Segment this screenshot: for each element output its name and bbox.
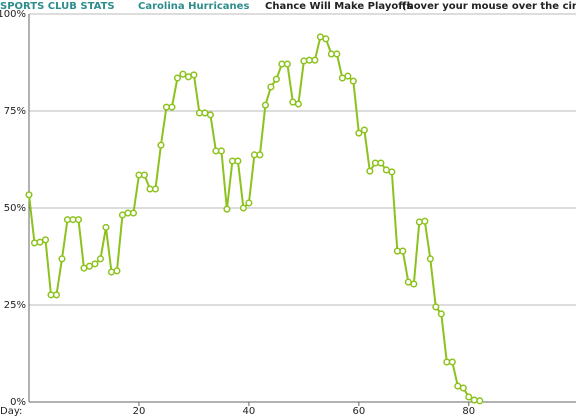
team-name: Carolina Hurricanes <box>138 1 249 12</box>
y-tick-label: 25% <box>4 300 26 311</box>
data-point[interactable] <box>256 151 264 159</box>
data-point[interactable] <box>311 56 319 64</box>
data-point[interactable] <box>74 216 83 224</box>
chart-title: Chance Will Make Playoffs <box>265 1 412 12</box>
data-point[interactable] <box>140 171 148 179</box>
data-point[interactable] <box>355 129 363 137</box>
data-point[interactable] <box>349 77 357 85</box>
data-point[interactable] <box>52 291 61 299</box>
data-point[interactable] <box>151 185 159 193</box>
data-point[interactable] <box>91 260 99 268</box>
data-point[interactable] <box>421 217 429 225</box>
x-tick-label: 20 <box>133 406 146 417</box>
data-point[interactable] <box>300 57 308 65</box>
data-point[interactable] <box>377 159 385 167</box>
data-point[interactable] <box>360 126 368 134</box>
data-point[interactable] <box>465 393 473 401</box>
data-point[interactable] <box>322 35 330 43</box>
data-point[interactable] <box>294 100 302 108</box>
data-point[interactable] <box>41 236 50 244</box>
data-point[interactable] <box>217 147 225 155</box>
data-point[interactable] <box>30 239 39 247</box>
y-tick-label: 50% <box>4 203 26 214</box>
x-tick-label: 80 <box>462 406 475 417</box>
data-point[interactable] <box>245 199 253 207</box>
data-point[interactable] <box>459 384 467 392</box>
y-tick-label: 75% <box>4 106 26 117</box>
data-point[interactable] <box>179 70 187 78</box>
data-point[interactable] <box>415 218 423 226</box>
data-point[interactable] <box>399 247 407 255</box>
y-tick-label: 100% <box>0 9 26 20</box>
data-point[interactable] <box>283 60 291 68</box>
data-point[interactable] <box>107 268 116 276</box>
data-point[interactable] <box>239 204 247 212</box>
data-point[interactable] <box>272 75 280 83</box>
data-point[interactable] <box>437 310 445 318</box>
data-point[interactable] <box>85 262 94 270</box>
data-point[interactable] <box>267 83 275 91</box>
data-point[interactable] <box>102 223 110 231</box>
data-point[interactable] <box>344 72 352 80</box>
data-point[interactable] <box>261 101 269 109</box>
data-point[interactable] <box>476 397 484 405</box>
data-point[interactable] <box>168 103 176 111</box>
data-point[interactable] <box>470 396 478 404</box>
site-name: SPORTS CLUB STATS <box>0 1 115 12</box>
data-point[interactable] <box>113 267 121 275</box>
data-point[interactable] <box>426 255 434 263</box>
data-point[interactable] <box>223 205 231 213</box>
data-point[interactable] <box>58 255 66 263</box>
chart-subtitle: (hover your mouse over the circles) <box>402 1 576 12</box>
data-point[interactable] <box>410 280 418 288</box>
data-point[interactable] <box>173 74 181 82</box>
data-point[interactable] <box>190 71 198 79</box>
data-point[interactable] <box>206 111 214 119</box>
data-point[interactable] <box>25 191 33 199</box>
data-point[interactable] <box>96 255 105 263</box>
y-tick-label: 0% <box>10 397 26 408</box>
data-point[interactable] <box>333 50 341 58</box>
data-point[interactable] <box>36 238 44 246</box>
data-point[interactable] <box>432 303 440 311</box>
data-point[interactable] <box>157 141 165 149</box>
data-point[interactable] <box>234 157 242 165</box>
x-tick-label: 60 <box>352 406 365 417</box>
data-point[interactable] <box>129 209 138 217</box>
data-point[interactable] <box>388 168 396 176</box>
series-line <box>28 35 480 402</box>
data-point[interactable] <box>448 358 456 366</box>
data-point[interactable] <box>366 167 374 175</box>
x-axis-label: Day: <box>0 406 22 417</box>
x-tick-label: 40 <box>243 406 256 417</box>
